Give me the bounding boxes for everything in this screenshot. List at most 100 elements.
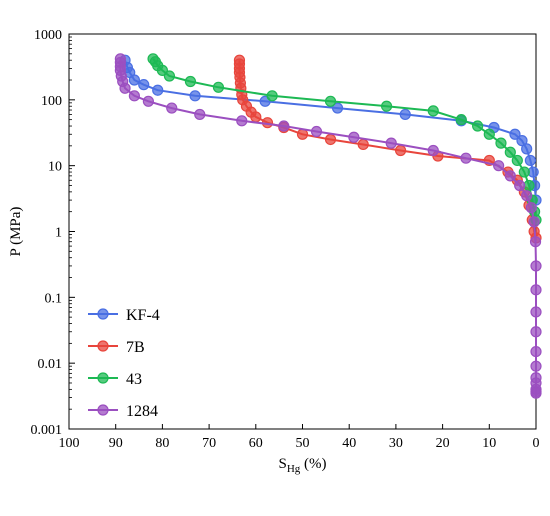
data-point xyxy=(236,115,248,127)
data-point xyxy=(530,345,542,358)
axes-layer: 100 90 80 70 60 50 40 30 20 10 00.0010.010.1110100… xyxy=(31,28,540,451)
series-1284 xyxy=(114,53,542,399)
x-axis-title-subscript: Hg xyxy=(287,463,301,475)
legend-marker xyxy=(97,340,109,352)
data-point xyxy=(348,131,360,143)
x-axis-title-unit: (%) xyxy=(300,456,326,472)
data-point xyxy=(399,108,411,121)
series-line xyxy=(119,58,537,394)
data-point xyxy=(194,108,206,121)
x-axis-title-main: S xyxy=(278,456,286,472)
data-point xyxy=(394,144,407,157)
data-point xyxy=(357,138,369,151)
x-tick-label: 40 xyxy=(342,436,356,451)
data-point xyxy=(380,100,393,112)
series-7B xyxy=(233,54,542,244)
data-point xyxy=(166,102,178,114)
data-point xyxy=(504,146,516,158)
data-point xyxy=(530,284,542,296)
data-point xyxy=(524,154,536,167)
x-tick-label: 70 xyxy=(202,436,216,451)
data-point xyxy=(511,154,523,167)
x-tick-label: 80 xyxy=(155,436,169,451)
data-point xyxy=(163,70,176,82)
data-point xyxy=(530,306,542,318)
data-point xyxy=(142,95,154,107)
data-point xyxy=(529,236,542,248)
data-point xyxy=(278,120,290,132)
data-point xyxy=(184,75,197,88)
data-point xyxy=(296,128,309,140)
series-layer xyxy=(114,53,542,399)
y-tick-label: 0.1 xyxy=(45,291,63,306)
y-tick-label: 0.001 xyxy=(31,423,63,438)
data-point xyxy=(530,326,542,338)
legend-label: KF-4 xyxy=(126,307,160,324)
data-point xyxy=(460,152,472,164)
y-tick-label: 10 xyxy=(48,160,62,175)
x-tick-label: 0 xyxy=(533,436,540,451)
data-point xyxy=(530,260,542,272)
data-point xyxy=(530,387,542,399)
legend-marker xyxy=(97,308,109,320)
data-point xyxy=(152,84,164,96)
legend-item: 1284 xyxy=(88,403,158,420)
legend-label: 7B xyxy=(126,339,145,356)
data-point xyxy=(504,170,516,182)
data-point xyxy=(310,125,323,138)
data-point xyxy=(250,111,262,123)
data-point xyxy=(509,128,521,140)
x-tick-label: 100 xyxy=(59,436,80,451)
series-line xyxy=(238,60,537,239)
data-point xyxy=(331,102,344,114)
x-tick-label: 50 xyxy=(296,436,310,451)
x-tick-label: 10 xyxy=(482,436,496,451)
data-point xyxy=(493,160,505,172)
x-tick-label: 90 xyxy=(109,436,123,451)
y-tick-label: 0.01 xyxy=(38,357,63,372)
data-point xyxy=(472,120,484,132)
data-point xyxy=(189,90,201,102)
legend-item: 43 xyxy=(88,371,142,388)
legend-item: KF-4 xyxy=(88,307,160,324)
data-point xyxy=(516,135,528,147)
y-tick-label: 1 xyxy=(55,226,62,241)
y-axis-title: P (MPa) xyxy=(8,207,24,257)
data-point xyxy=(119,82,131,94)
data-point xyxy=(128,90,140,102)
data-point xyxy=(525,202,537,214)
data-point xyxy=(523,179,535,192)
data-point xyxy=(138,79,150,91)
x-axis-title: SHg (%) xyxy=(278,456,326,475)
x-tick-label: 30 xyxy=(389,436,403,451)
data-point xyxy=(514,179,526,192)
series-43 xyxy=(147,53,542,226)
legend-marker xyxy=(97,372,109,384)
y-tick-label: 100 xyxy=(41,94,62,109)
data-point xyxy=(427,144,439,157)
data-point xyxy=(266,90,278,102)
data-point xyxy=(128,74,140,86)
data-point xyxy=(521,143,533,155)
legend-label: 1284 xyxy=(126,403,158,420)
data-point xyxy=(521,190,533,202)
legend-label: 43 xyxy=(126,371,142,388)
data-point xyxy=(518,166,530,178)
legend-marker xyxy=(97,404,109,416)
x-tick-label: 20 xyxy=(436,436,450,451)
x-tick-label: 60 xyxy=(249,436,263,451)
data-point xyxy=(212,81,225,93)
data-point xyxy=(530,360,542,372)
data-point xyxy=(483,128,495,140)
data-point xyxy=(455,114,467,126)
series-line xyxy=(152,58,537,221)
data-point xyxy=(324,95,337,107)
data-point xyxy=(495,137,507,149)
data-point xyxy=(528,216,540,228)
data-point xyxy=(324,133,337,146)
legend-item: 7B xyxy=(88,339,145,356)
data-point xyxy=(385,137,397,149)
data-point xyxy=(427,105,439,117)
chart-legend: KF-4 7B 43 1284 xyxy=(88,307,160,420)
